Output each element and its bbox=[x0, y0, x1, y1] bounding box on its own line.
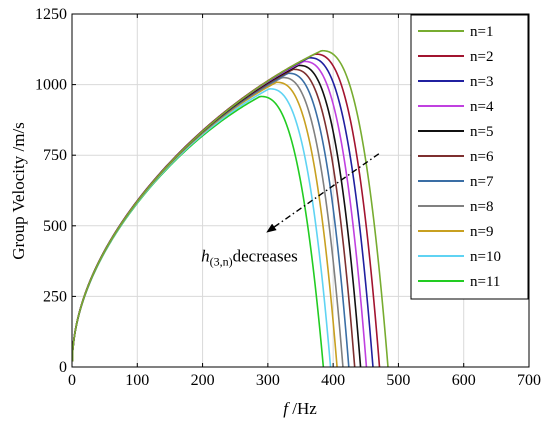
axis-ticks: 0 100 200 300 400 500 600 700 0 250 500 750 1000 1250 bbox=[35, 6, 541, 389]
x-tick-label: 200 bbox=[191, 372, 215, 389]
x-tick-label: 600 bbox=[452, 372, 476, 389]
x-tick-label: 700 bbox=[517, 372, 541, 389]
y-axis-label: Group Velocity /m/s bbox=[9, 122, 28, 260]
y-tick-label: 1250 bbox=[35, 6, 67, 23]
series-line-n-4 bbox=[71, 60, 368, 368]
x-tick-label: 100 bbox=[125, 372, 149, 389]
legend: n=1 n=2 n=3 n=4 n=5 n=6 n=7 n=8 n=9 n=10 n=11 bbox=[410, 14, 529, 300]
annotation-label: h(3,n)decreases bbox=[201, 246, 298, 268]
annotation-arrow bbox=[266, 153, 380, 233]
legend-entry: n=8 bbox=[470, 199, 493, 215]
x-tick-label: 400 bbox=[321, 372, 345, 389]
legend-entry: n=4 bbox=[470, 99, 494, 115]
legend-entry: n=2 bbox=[470, 49, 493, 65]
legend-entry: n=10 bbox=[470, 249, 501, 265]
legend-entry: n=9 bbox=[470, 224, 493, 240]
annotation: h(3,n)decreases bbox=[201, 153, 380, 268]
series-line-n-1 bbox=[71, 49, 389, 368]
legend-entry: n=11 bbox=[470, 274, 500, 290]
legend-entry: n=5 bbox=[470, 124, 493, 140]
y-tick-label: 0 bbox=[59, 359, 67, 376]
legend-entry: n=1 bbox=[470, 24, 493, 40]
series-line-n-8 bbox=[71, 76, 344, 368]
annotation-subscript: (3,n) bbox=[210, 254, 233, 268]
x-axis-label-unit: /Hz bbox=[288, 399, 317, 418]
series-lines bbox=[71, 49, 389, 368]
y-tick-label: 500 bbox=[43, 218, 67, 235]
series-line-n-6 bbox=[71, 68, 356, 368]
y-tick-label: 250 bbox=[43, 288, 67, 305]
y-tick-label: 750 bbox=[43, 147, 67, 164]
annotation-symbol: h bbox=[201, 246, 210, 265]
legend-entry: n=6 bbox=[470, 149, 494, 165]
series-line-n-5 bbox=[71, 64, 362, 368]
legend-entry: n=3 bbox=[470, 74, 493, 90]
x-tick-label: 0 bbox=[68, 372, 76, 389]
x-axis-label: f /Hz bbox=[283, 399, 317, 418]
x-tick-label: 300 bbox=[256, 372, 280, 389]
plot-frame bbox=[71, 13, 530, 368]
x-axis-label-variable: f bbox=[283, 399, 290, 418]
y-tick-label: 1000 bbox=[35, 77, 67, 94]
legend-entry: n=7 bbox=[470, 174, 494, 190]
annotation-text: decreases bbox=[233, 246, 298, 265]
x-tick-label: 500 bbox=[386, 372, 410, 389]
